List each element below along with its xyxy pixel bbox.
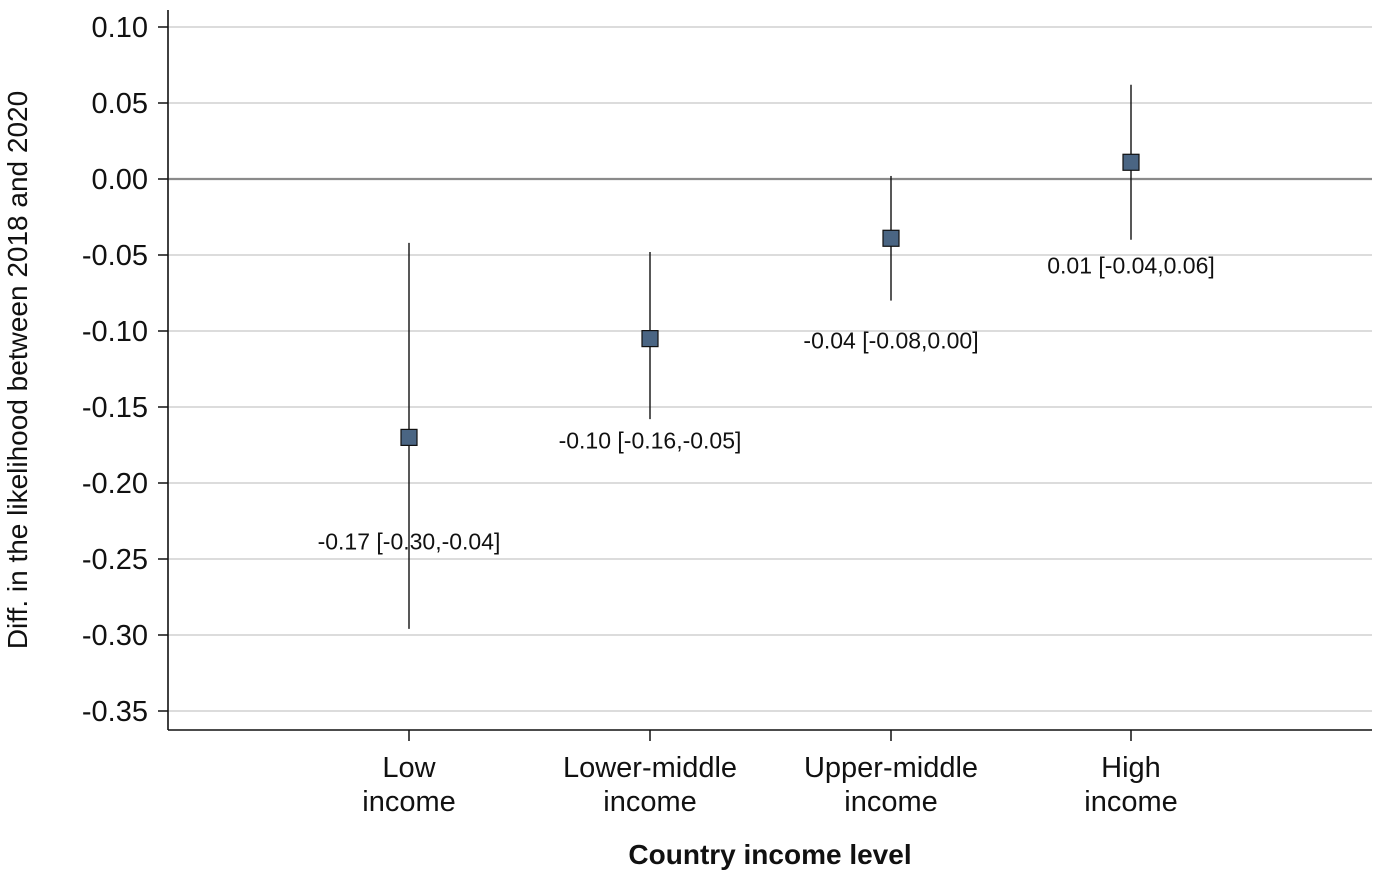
point-label-3: 0.01 [-0.04,0.06] (1047, 252, 1215, 278)
x-category-label-1-line-0: Lower-middle (563, 752, 737, 784)
y-tick-label-5: -0.15 (82, 392, 148, 424)
y-tick-label-8: -0.30 (82, 620, 148, 652)
y-tick-label-2: 0.00 (92, 164, 148, 196)
y-tick-labels: 0.10 0.05 0.00 -0.05 -0.10 -0.15 -0.20 -0.25 -0.… (82, 12, 148, 728)
x-category-label-3-line-1: income (1084, 786, 1178, 818)
x-category-labels: LowincomeLower-middleincomeUpper-middlei… (362, 752, 1178, 818)
grid-lines (168, 26, 1372, 712)
y-tick-label-3: -0.05 (82, 240, 148, 272)
point-marker-3 (1122, 153, 1140, 171)
x-category-label-2-line-0: Upper-middle (804, 752, 978, 784)
point-label-0: -0.17 [-0.30,-0.04] (318, 528, 501, 554)
x-category-label-1-line-1: income (603, 786, 697, 818)
point-label-1: -0.10 [-0.16,-0.05] (559, 428, 742, 454)
confidence-intervals (408, 84, 1132, 629)
point-markers (400, 153, 1140, 446)
y-tick-label-1: 0.05 (92, 88, 148, 120)
x-category-label-2-line-1: income (844, 786, 938, 818)
x-category-label-0-line-1: income (362, 786, 456, 818)
y-tick-label-9: -0.35 (82, 696, 148, 728)
point-marker-0 (400, 428, 418, 446)
point-label-2: -0.04 [-0.08,0.00] (803, 327, 978, 353)
y-tick-label-0: 0.10 (92, 12, 148, 44)
point-marker-1 (641, 330, 659, 348)
y-tick-label-4: -0.10 (82, 316, 148, 348)
y-tick-label-6: -0.20 (82, 468, 148, 500)
x-category-label-0-line-0: Low (382, 752, 436, 784)
x-axis-title: Country income level (628, 839, 911, 870)
axes (158, 10, 1372, 741)
point-labels: -0.17 [-0.30,-0.04] -0.10 [-0.16,-0.05] -0… (318, 252, 1215, 554)
y-tick-label-7: -0.25 (82, 544, 148, 576)
x-category-label-3-line-0: High (1101, 752, 1161, 784)
point-marker-2 (882, 229, 900, 247)
y-axis-title: Diff. in the likelihood between 2018 and… (2, 91, 33, 649)
